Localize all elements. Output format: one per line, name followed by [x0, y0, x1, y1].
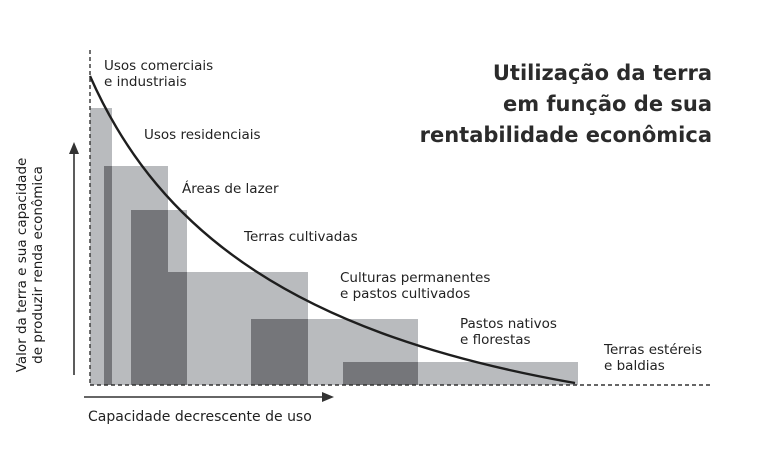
label-commercial-industrial: Usos comerciais e industriais: [104, 58, 213, 90]
label-residential: Usos residenciais: [144, 127, 261, 143]
y-label-line: Valor da terra e sua capacidade: [14, 157, 30, 373]
title-line-3: rentabilidade econômica: [419, 123, 712, 147]
label-line: Usos residenciais: [144, 127, 261, 143]
label-line: Usos comerciais: [104, 58, 214, 74]
label-leisure: Áreas de lazer: [182, 181, 279, 197]
overlap-3: [141, 272, 187, 385]
label-line: e florestas: [460, 332, 531, 348]
label-line: e baldias: [604, 358, 665, 374]
overlap-5: [343, 362, 418, 385]
diagram-title: Utilização da terra em função de sua ren…: [420, 58, 712, 151]
y-axis-label: Valor da terra e sua capacidade de produ…: [14, 145, 46, 385]
label-barren: Terras estéreis e baldias: [604, 342, 702, 374]
rentability-curve: [88, 75, 576, 385]
label-native-pasture: Pastos nativos e florestas: [460, 316, 557, 348]
title-line-2: em função de sua: [502, 92, 712, 116]
label-line: Terras cultivadas: [244, 229, 358, 245]
label-permanent-crops: Culturas permanentes e pastos cultivados: [340, 270, 490, 302]
label-line: Áreas de lazer: [182, 181, 279, 197]
y-label-line: de produzir renda econômica: [30, 166, 46, 364]
title-line-1: Utilização da terra: [492, 61, 712, 85]
y-arrow-head: [69, 142, 79, 154]
label-line: Pastos nativos: [460, 316, 557, 332]
overlap-4: [251, 319, 308, 385]
label-line: e pastos cultivados: [340, 286, 471, 302]
label-line: Culturas permanentes: [340, 270, 491, 286]
label-cultivated: Terras cultivadas: [244, 229, 358, 245]
overlap-1: [104, 166, 112, 385]
x-arrow-head: [322, 392, 334, 402]
x-axis-label: Capacidade decrescente de uso: [88, 409, 312, 425]
label-line: e industriais: [104, 74, 187, 90]
label-line: Terras estéreis: [604, 342, 703, 358]
